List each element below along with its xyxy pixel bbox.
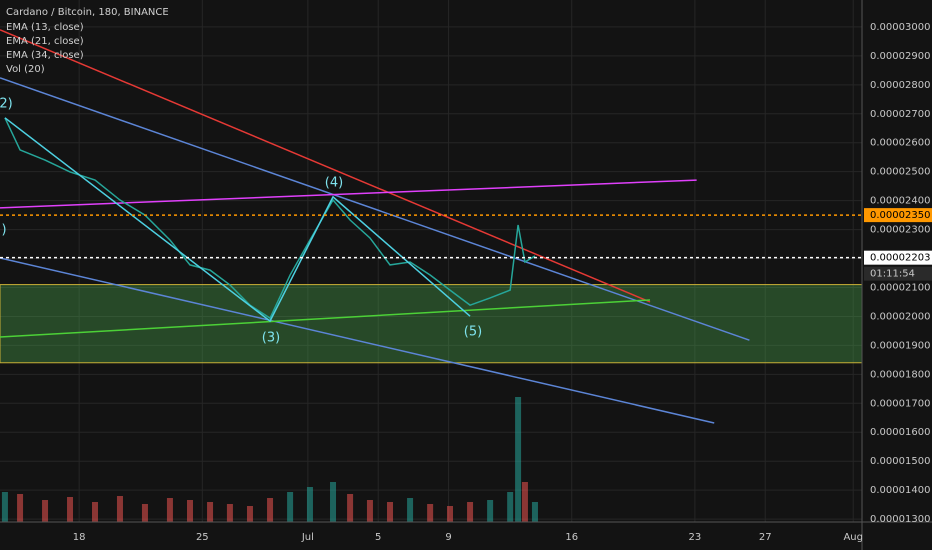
volume-bar [186,500,193,522]
x-tick-label: 25 [196,532,209,543]
volume-bar [17,494,24,522]
x-tick-label: 18 [73,532,86,543]
y-tick-label: 0.00001600 [870,427,930,438]
volume-bar [42,500,49,522]
countdown: 01:11:54 [870,269,915,280]
volume-bar [531,502,538,522]
y-tick-label: 0.00001900 [870,340,930,351]
x-tick-label: 9 [445,532,451,543]
price-tag-label: 0.00002350 [870,210,930,221]
volume-bar [226,504,233,522]
y-tick-label: 0.00002100 [870,282,930,293]
indicator: EMA (13, close) [6,22,84,33]
countdown-tag [864,266,932,281]
volume-bar [306,487,313,522]
price-tag [864,250,932,265]
y-tick-label: 0.00002800 [870,80,930,91]
volume-bar [207,502,214,522]
volume-bar [387,502,394,522]
y-tick-label: 0.00002300 [870,225,930,236]
y-tick-label: 0.00002500 [870,167,930,178]
x-tick-label: 23 [689,532,702,543]
y-tick-label: 0.00002000 [870,311,930,322]
wave-label: ) [1,223,6,238]
wave-label: 2) [0,97,13,112]
indicator: EMA (34, close) [6,50,84,61]
volume-bar [427,504,434,522]
x-tick-label: 5 [375,532,381,543]
volume-bar [347,494,354,522]
volume-bar [366,500,373,522]
symbol-title: Cardano / Bitcoin, 180, BINANCE [6,7,169,18]
volume-bar [267,498,274,522]
y-tick-label: 0.00001500 [870,456,930,467]
y-tick-label: 0.00001400 [870,485,930,496]
volume-bar [507,492,514,522]
y-tick-label: 0.00002900 [870,51,930,62]
price-tag-label: 0.00002203 [870,253,930,264]
wave-label: (4) [325,176,343,191]
x-tick-label: 27 [759,532,772,543]
volume-bar [91,502,98,522]
trendline [0,257,715,424]
volume-bar [1,492,8,522]
volume-bar [141,504,148,522]
volume-bar [407,498,414,522]
volume-bar [116,496,123,522]
y-tick-label: 0.00002600 [870,138,930,149]
plot-area: 2)) (3) (4) (5) [0,0,863,522]
trendline [0,29,651,303]
volume-bar [246,506,253,522]
trendline [0,299,651,338]
indicator: EMA (21, close) [6,36,84,47]
y-tick-label: 0.00002700 [870,109,930,120]
support-zone [0,284,863,364]
y-tick-label: 0.00003000 [870,22,930,33]
volume-bar [521,482,528,522]
trendline [0,77,750,341]
elliott-wave [4,117,471,323]
x-tick-label: Aug [843,532,863,543]
wave-label: (5) [464,325,482,340]
volume-bar [515,397,522,522]
y-tick-label: 0.00001300 [870,514,930,525]
volume-bar [287,492,294,522]
x-tick-label: Jul [301,532,314,543]
indicator: Vol (20) [6,64,45,75]
wave-label: (3) [262,331,280,346]
volume-bar [467,502,474,522]
volume-bar [67,497,74,522]
volume-bar [330,482,337,522]
volume-bar [446,506,453,522]
price-tag [864,208,932,223]
y-tick-label: 0.00001700 [870,398,930,409]
y-tick-label: 0.00002400 [870,196,930,207]
volume-bar [166,498,173,522]
volume-bar [487,500,494,522]
x-tick-label: 16 [565,532,578,543]
y-tick-label: 0.00001800 [870,369,930,380]
